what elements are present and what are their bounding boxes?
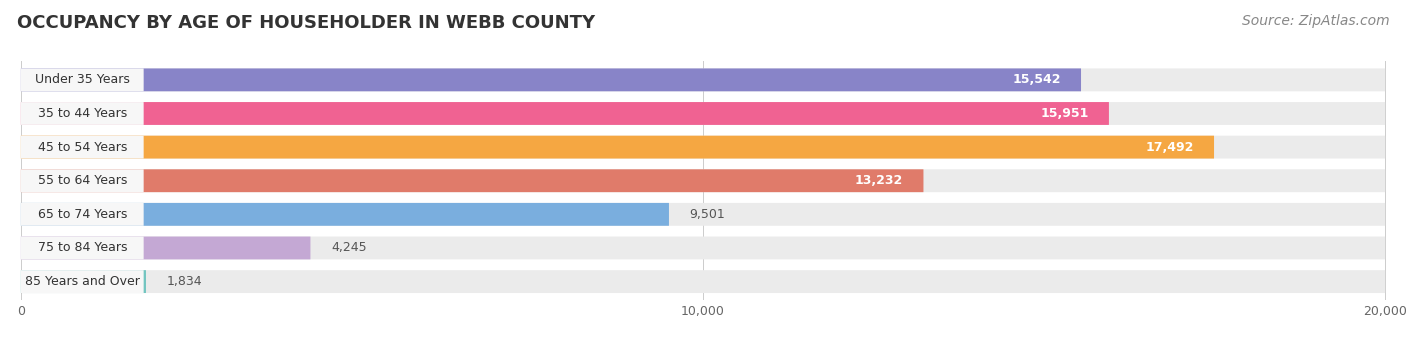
FancyBboxPatch shape bbox=[21, 102, 1385, 125]
FancyBboxPatch shape bbox=[21, 102, 143, 125]
Text: 9,501: 9,501 bbox=[689, 208, 725, 221]
Text: OCCUPANCY BY AGE OF HOUSEHOLDER IN WEBB COUNTY: OCCUPANCY BY AGE OF HOUSEHOLDER IN WEBB … bbox=[17, 14, 595, 32]
Text: 65 to 74 Years: 65 to 74 Years bbox=[38, 208, 127, 221]
Text: 15,542: 15,542 bbox=[1012, 73, 1060, 86]
FancyBboxPatch shape bbox=[21, 237, 311, 260]
FancyBboxPatch shape bbox=[21, 203, 143, 226]
Text: Source: ZipAtlas.com: Source: ZipAtlas.com bbox=[1241, 14, 1389, 28]
Text: 35 to 44 Years: 35 to 44 Years bbox=[38, 107, 127, 120]
FancyBboxPatch shape bbox=[21, 69, 143, 91]
FancyBboxPatch shape bbox=[21, 270, 143, 293]
FancyBboxPatch shape bbox=[21, 169, 924, 192]
FancyBboxPatch shape bbox=[21, 169, 143, 192]
Text: 17,492: 17,492 bbox=[1146, 140, 1194, 153]
Text: Under 35 Years: Under 35 Years bbox=[35, 73, 129, 86]
FancyBboxPatch shape bbox=[21, 169, 1385, 192]
Text: 45 to 54 Years: 45 to 54 Years bbox=[38, 140, 127, 153]
Text: 1,834: 1,834 bbox=[166, 275, 202, 288]
Text: 85 Years and Over: 85 Years and Over bbox=[25, 275, 139, 288]
FancyBboxPatch shape bbox=[21, 136, 143, 159]
Text: 55 to 64 Years: 55 to 64 Years bbox=[38, 174, 127, 187]
FancyBboxPatch shape bbox=[21, 136, 1213, 159]
FancyBboxPatch shape bbox=[21, 270, 146, 293]
FancyBboxPatch shape bbox=[21, 136, 1385, 159]
FancyBboxPatch shape bbox=[21, 270, 1385, 293]
FancyBboxPatch shape bbox=[21, 69, 1081, 91]
FancyBboxPatch shape bbox=[21, 237, 143, 260]
FancyBboxPatch shape bbox=[21, 203, 1385, 226]
Text: 15,951: 15,951 bbox=[1040, 107, 1088, 120]
Text: 75 to 84 Years: 75 to 84 Years bbox=[38, 241, 127, 254]
Text: 4,245: 4,245 bbox=[330, 241, 367, 254]
FancyBboxPatch shape bbox=[21, 203, 669, 226]
Text: 13,232: 13,232 bbox=[855, 174, 903, 187]
FancyBboxPatch shape bbox=[21, 237, 1385, 260]
FancyBboxPatch shape bbox=[21, 102, 1109, 125]
FancyBboxPatch shape bbox=[21, 69, 1385, 91]
